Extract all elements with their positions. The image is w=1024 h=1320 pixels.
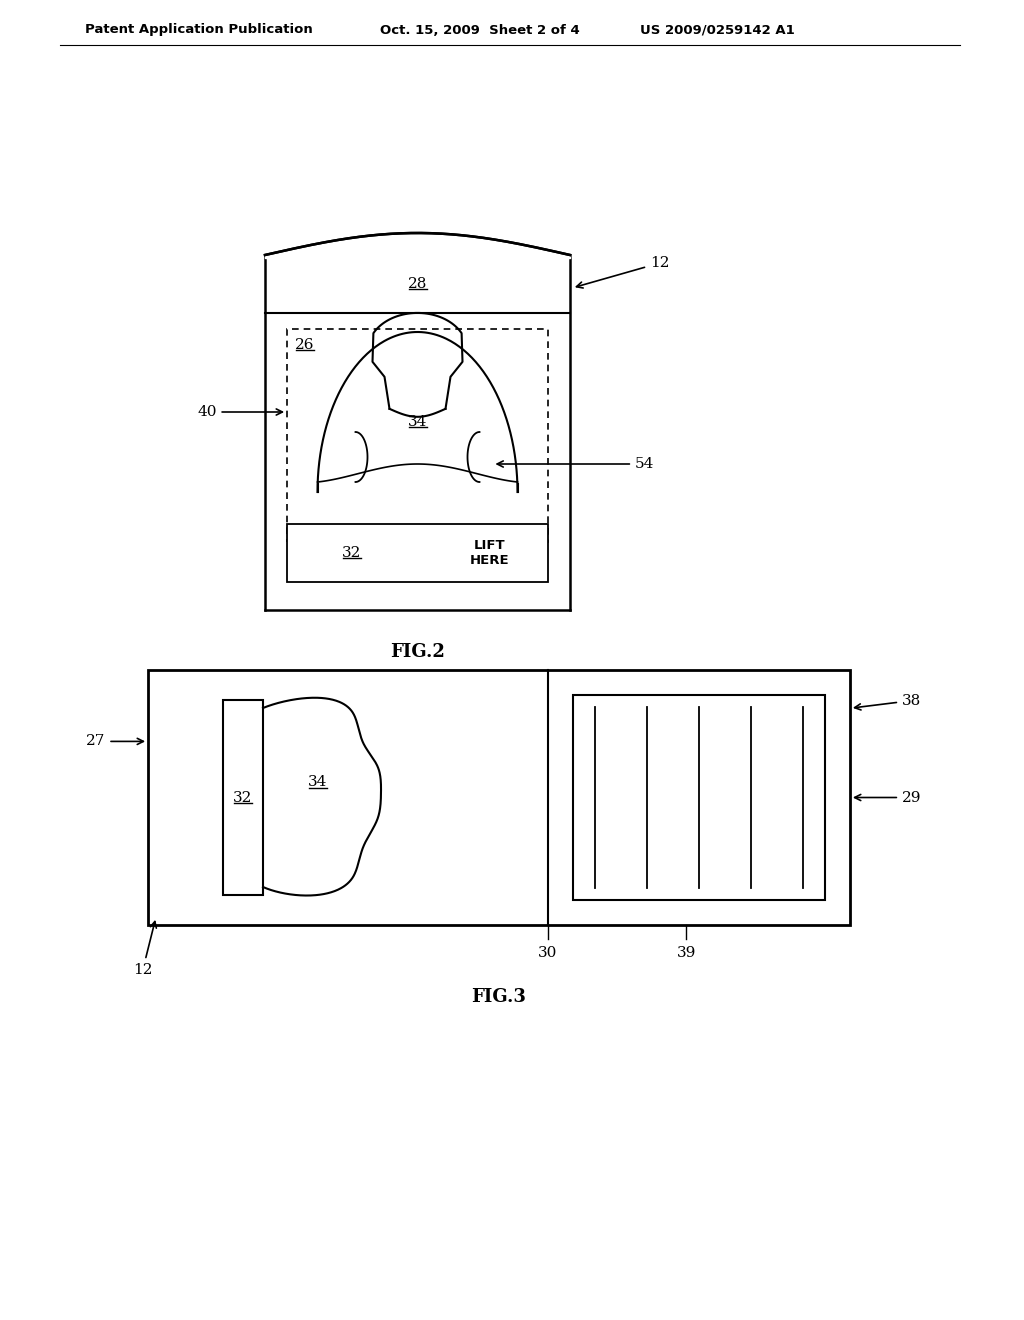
Text: 54: 54	[497, 457, 654, 471]
Text: 26: 26	[295, 338, 314, 352]
Text: 38: 38	[855, 693, 922, 710]
Text: 28: 28	[408, 277, 427, 290]
Bar	[573, 696, 825, 900]
Text: 40: 40	[197, 405, 283, 418]
Bar	[287, 329, 548, 543]
Text: US 2009/0259142 A1: US 2009/0259142 A1	[640, 24, 795, 37]
Text: 27: 27	[86, 734, 143, 748]
Bar	[223, 700, 263, 895]
Text: 29: 29	[855, 791, 922, 804]
Text: Patent Application Publication: Patent Application Publication	[85, 24, 312, 37]
Text: 30: 30	[539, 946, 558, 960]
Text: Oct. 15, 2009  Sheet 2 of 4: Oct. 15, 2009 Sheet 2 of 4	[380, 24, 580, 37]
Text: 32: 32	[233, 791, 253, 804]
Text: FIG.2: FIG.2	[390, 643, 445, 661]
Text: 12: 12	[577, 256, 670, 288]
Bar	[287, 524, 548, 582]
Text: 34: 34	[308, 776, 328, 789]
Text: 34: 34	[408, 414, 427, 429]
Bar	[148, 671, 850, 925]
Text: FIG.3: FIG.3	[472, 987, 526, 1006]
Text: 32: 32	[342, 546, 361, 560]
Text: 39: 39	[677, 946, 696, 960]
Text: 12: 12	[133, 921, 157, 977]
Text: LIFT
HERE: LIFT HERE	[470, 540, 510, 566]
